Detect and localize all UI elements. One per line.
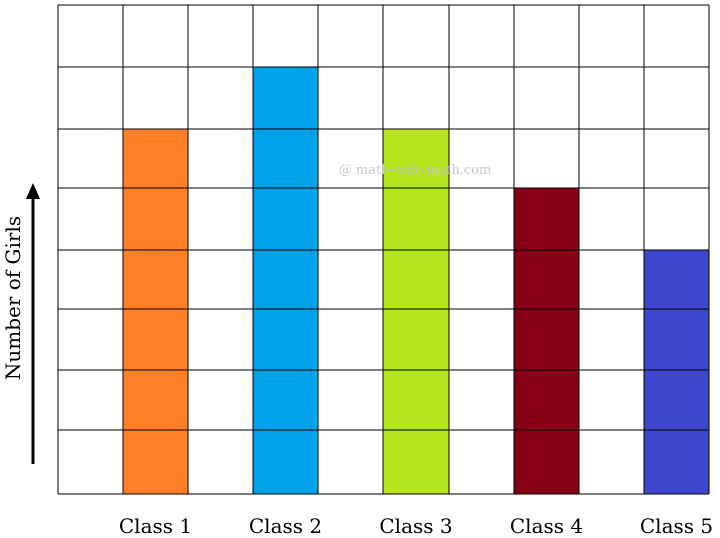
bar-class-4 bbox=[514, 188, 579, 494]
category-label: Class 3 bbox=[379, 514, 452, 538]
category-label: Class 4 bbox=[510, 514, 583, 538]
category-label: Class 1 bbox=[119, 514, 192, 538]
bar-class-2 bbox=[253, 67, 318, 494]
category-label: Class 5 bbox=[640, 514, 713, 538]
grid-layer bbox=[57, 4, 710, 495]
category-labels: Class 1 Class 2 Class 3 Class 4 Class 5 bbox=[119, 514, 713, 538]
bars-layer bbox=[123, 67, 709, 494]
y-axis-label: Number of Girls bbox=[1, 216, 25, 380]
category-label: Class 2 bbox=[249, 514, 322, 538]
bar-class-5 bbox=[644, 250, 709, 494]
bar-class-3 bbox=[383, 129, 449, 494]
watermark: @ math-only-math.com bbox=[339, 163, 492, 178]
y-axis-arrow bbox=[26, 183, 40, 464]
bar-class-1 bbox=[123, 129, 188, 494]
